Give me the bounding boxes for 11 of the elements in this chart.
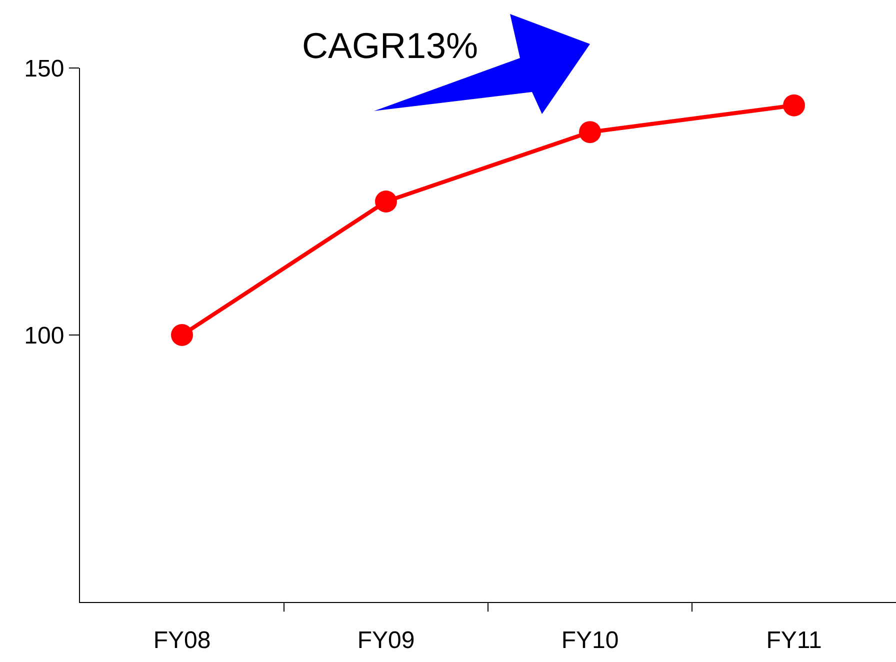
y-tick-label: 150 <box>24 55 64 82</box>
y-tick-label: 100 <box>24 322 64 350</box>
point <box>171 324 193 346</box>
point <box>375 190 397 212</box>
point <box>783 94 805 116</box>
point <box>579 121 601 144</box>
x-tick-label: FY11 <box>766 626 822 654</box>
x-tick-label: FY10 <box>561 626 619 654</box>
text: CAGR13% <box>302 25 478 66</box>
x-tick-label: FY09 <box>357 626 415 654</box>
x-tick-label: FY08 <box>153 626 211 654</box>
